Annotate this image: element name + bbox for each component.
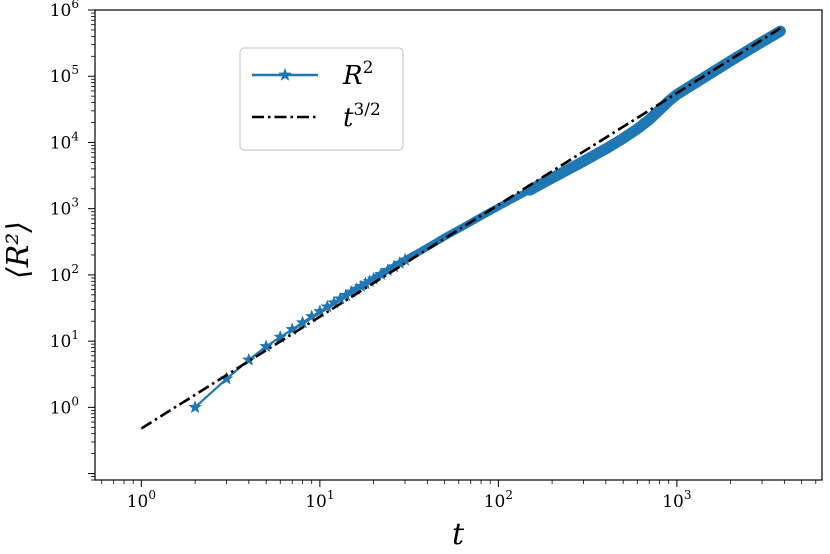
x-axis-label: t	[452, 517, 465, 552]
y-tick-label: 105	[50, 63, 79, 87]
y-tick-label: 103	[50, 196, 79, 220]
series-r2-point	[398, 252, 412, 266]
legend-r2-label: R2	[342, 58, 373, 91]
y-tick-label: 101	[50, 328, 79, 352]
series-r2-point	[304, 309, 319, 323]
y-axis-label: ⟨R²⟩	[1, 221, 36, 279]
x-tick-label: 100	[127, 488, 156, 512]
series-t32-line	[140, 27, 782, 430]
series-r2-band-dense	[524, 25, 786, 196]
series-r2-point	[188, 400, 202, 414]
x-tick-label: 103	[662, 488, 691, 512]
legend-frame	[239, 47, 404, 151]
series-r2-point	[259, 339, 273, 353]
series-r2-point	[285, 322, 300, 336]
series-r2-point	[295, 315, 310, 329]
legend-r2-marker	[278, 67, 292, 81]
legend-t32-label: t3/2	[343, 100, 381, 133]
legend: R2 t3/2	[239, 47, 404, 151]
series-r2-point	[273, 329, 288, 343]
y-tick-label: 100	[50, 394, 79, 418]
y-tick-label: 106	[50, 0, 79, 21]
series-r2-point	[241, 352, 256, 366]
x-tick-label: 102	[484, 488, 513, 512]
y-tick-label: 102	[50, 262, 79, 286]
plot-area	[95, 10, 822, 480]
x-tick-label: 101	[305, 488, 334, 512]
y-tick-label: 104	[50, 129, 80, 153]
